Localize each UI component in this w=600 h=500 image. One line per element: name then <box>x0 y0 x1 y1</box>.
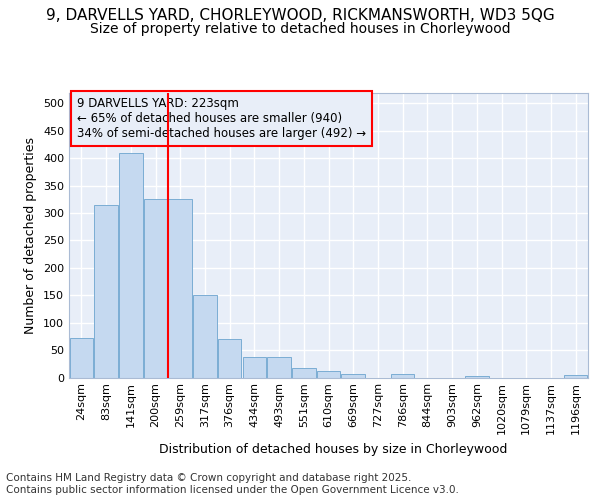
Bar <box>193 296 217 378</box>
Text: Contains HM Land Registry data © Crown copyright and database right 2025.
Contai: Contains HM Land Registry data © Crown c… <box>6 474 459 495</box>
Bar <box>564 376 587 378</box>
Bar <box>119 153 143 378</box>
Bar <box>391 374 415 378</box>
Text: 9 DARVELLS YARD: 223sqm
← 65% of detached houses are smaller (940)
34% of semi-d: 9 DARVELLS YARD: 223sqm ← 65% of detache… <box>77 97 366 140</box>
Bar <box>242 357 266 378</box>
Bar <box>292 368 316 378</box>
Bar <box>341 374 365 378</box>
Text: Distribution of detached houses by size in Chorleywood: Distribution of detached houses by size … <box>159 442 507 456</box>
Y-axis label: Number of detached properties: Number of detached properties <box>25 136 37 334</box>
Bar <box>465 376 488 378</box>
Bar <box>169 200 192 378</box>
Bar <box>218 339 241 378</box>
Text: 9, DARVELLS YARD, CHORLEYWOOD, RICKMANSWORTH, WD3 5QG: 9, DARVELLS YARD, CHORLEYWOOD, RICKMANSW… <box>46 8 554 22</box>
Bar <box>94 206 118 378</box>
Bar <box>317 372 340 378</box>
Text: Size of property relative to detached houses in Chorleywood: Size of property relative to detached ho… <box>89 22 511 36</box>
Bar <box>70 338 93 378</box>
Bar <box>144 200 167 378</box>
Bar <box>268 357 291 378</box>
